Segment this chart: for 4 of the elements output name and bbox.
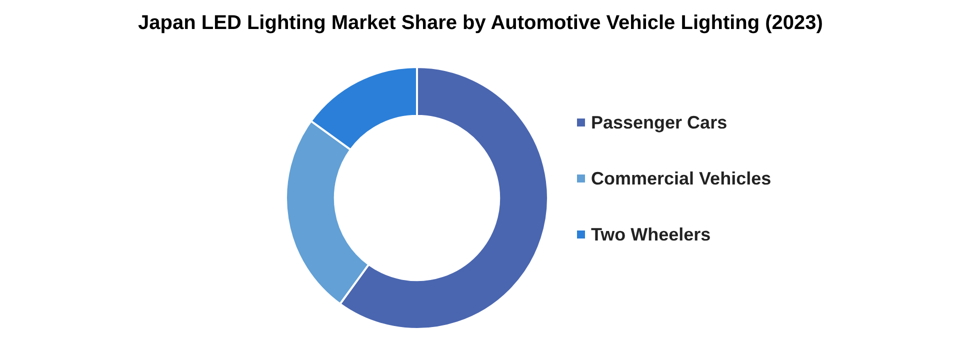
legend-label: Two Wheelers — [591, 224, 711, 244]
legend-label: Commercial Vehicles — [591, 168, 772, 188]
chart-title: Japan LED Lighting Market Share by Automotive Vehicle Lighting (2023) — [138, 12, 823, 34]
legend-label: Passenger Cars — [591, 112, 728, 132]
